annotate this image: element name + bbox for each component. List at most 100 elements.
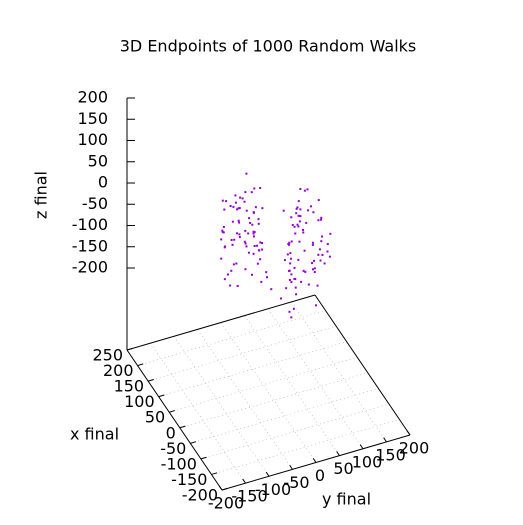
y-tick-label: 50 bbox=[333, 459, 353, 478]
point bbox=[245, 245, 248, 248]
point bbox=[237, 207, 240, 210]
point bbox=[285, 287, 288, 290]
point bbox=[244, 229, 247, 232]
point bbox=[259, 241, 262, 244]
point bbox=[326, 243, 329, 246]
point bbox=[235, 232, 238, 235]
point bbox=[321, 235, 324, 238]
point bbox=[229, 204, 232, 207]
x-tick bbox=[179, 425, 186, 429]
point bbox=[245, 209, 248, 212]
point bbox=[319, 259, 322, 262]
point bbox=[319, 218, 322, 221]
z-tick-label: 50 bbox=[88, 151, 108, 170]
point bbox=[226, 273, 229, 276]
point bbox=[251, 223, 254, 226]
point bbox=[307, 283, 310, 286]
point bbox=[300, 280, 303, 283]
point bbox=[312, 268, 315, 271]
x-tick bbox=[169, 410, 176, 413]
point bbox=[288, 278, 291, 281]
point bbox=[252, 211, 255, 214]
point bbox=[304, 270, 307, 273]
z-axis-label: z final bbox=[32, 171, 51, 219]
point bbox=[288, 310, 291, 313]
point bbox=[223, 208, 226, 211]
point bbox=[303, 249, 306, 252]
point bbox=[232, 205, 235, 208]
x-tick bbox=[158, 394, 165, 398]
point bbox=[235, 262, 238, 265]
x-tick bbox=[137, 363, 144, 367]
point bbox=[245, 172, 248, 175]
point bbox=[298, 240, 301, 243]
point bbox=[232, 263, 235, 266]
point bbox=[251, 273, 254, 276]
z-tick-label: -200 bbox=[72, 258, 108, 277]
point bbox=[296, 223, 299, 226]
point bbox=[326, 250, 329, 253]
point bbox=[293, 225, 296, 228]
point bbox=[290, 281, 293, 284]
point bbox=[317, 253, 320, 256]
x-tick-label: -150 bbox=[171, 470, 207, 489]
point bbox=[299, 208, 302, 211]
y-tick bbox=[265, 471, 270, 477]
y-tick-label: 200 bbox=[399, 439, 430, 458]
point bbox=[234, 194, 237, 197]
point bbox=[223, 278, 226, 281]
point bbox=[293, 266, 296, 269]
point bbox=[252, 232, 255, 235]
point bbox=[318, 248, 321, 251]
point bbox=[297, 200, 300, 203]
point bbox=[257, 218, 260, 221]
point bbox=[290, 216, 293, 219]
point bbox=[283, 259, 286, 262]
x-tick bbox=[200, 456, 207, 460]
z-tick-label: 150 bbox=[77, 109, 108, 128]
point bbox=[247, 251, 250, 254]
point bbox=[221, 199, 224, 202]
point bbox=[225, 200, 228, 203]
z-tick-label: -100 bbox=[72, 215, 108, 234]
x-tick-label: -50 bbox=[160, 439, 186, 458]
z-tick-label: 100 bbox=[77, 130, 108, 149]
grid-line bbox=[169, 356, 358, 413]
point bbox=[244, 242, 247, 245]
y-tick-label: -100 bbox=[255, 480, 291, 499]
z-tick-label: -50 bbox=[82, 194, 108, 213]
point bbox=[265, 276, 268, 279]
point bbox=[317, 199, 320, 202]
x-tick-label: 50 bbox=[145, 408, 165, 427]
point bbox=[265, 271, 268, 274]
point bbox=[297, 214, 300, 217]
point bbox=[280, 297, 283, 300]
x-tick bbox=[147, 378, 154, 382]
point bbox=[303, 189, 306, 192]
point bbox=[305, 221, 308, 224]
y-tick-label: -50 bbox=[283, 473, 309, 492]
point bbox=[238, 236, 241, 239]
point bbox=[307, 209, 310, 212]
point bbox=[236, 285, 239, 288]
point bbox=[244, 191, 247, 194]
point bbox=[289, 252, 292, 255]
point bbox=[229, 284, 232, 287]
point bbox=[254, 206, 257, 209]
point bbox=[259, 258, 262, 261]
point bbox=[329, 232, 332, 235]
point bbox=[317, 219, 320, 222]
x-tick-label: -200 bbox=[182, 486, 218, 505]
y-tick bbox=[336, 451, 340, 456]
point bbox=[314, 304, 317, 307]
point bbox=[261, 242, 264, 245]
y-tick bbox=[242, 478, 246, 484]
point bbox=[289, 262, 292, 265]
point bbox=[294, 286, 297, 289]
point bbox=[220, 238, 223, 241]
grid-line bbox=[150, 342, 246, 484]
point bbox=[239, 196, 242, 199]
point bbox=[253, 244, 256, 247]
point bbox=[241, 197, 244, 200]
